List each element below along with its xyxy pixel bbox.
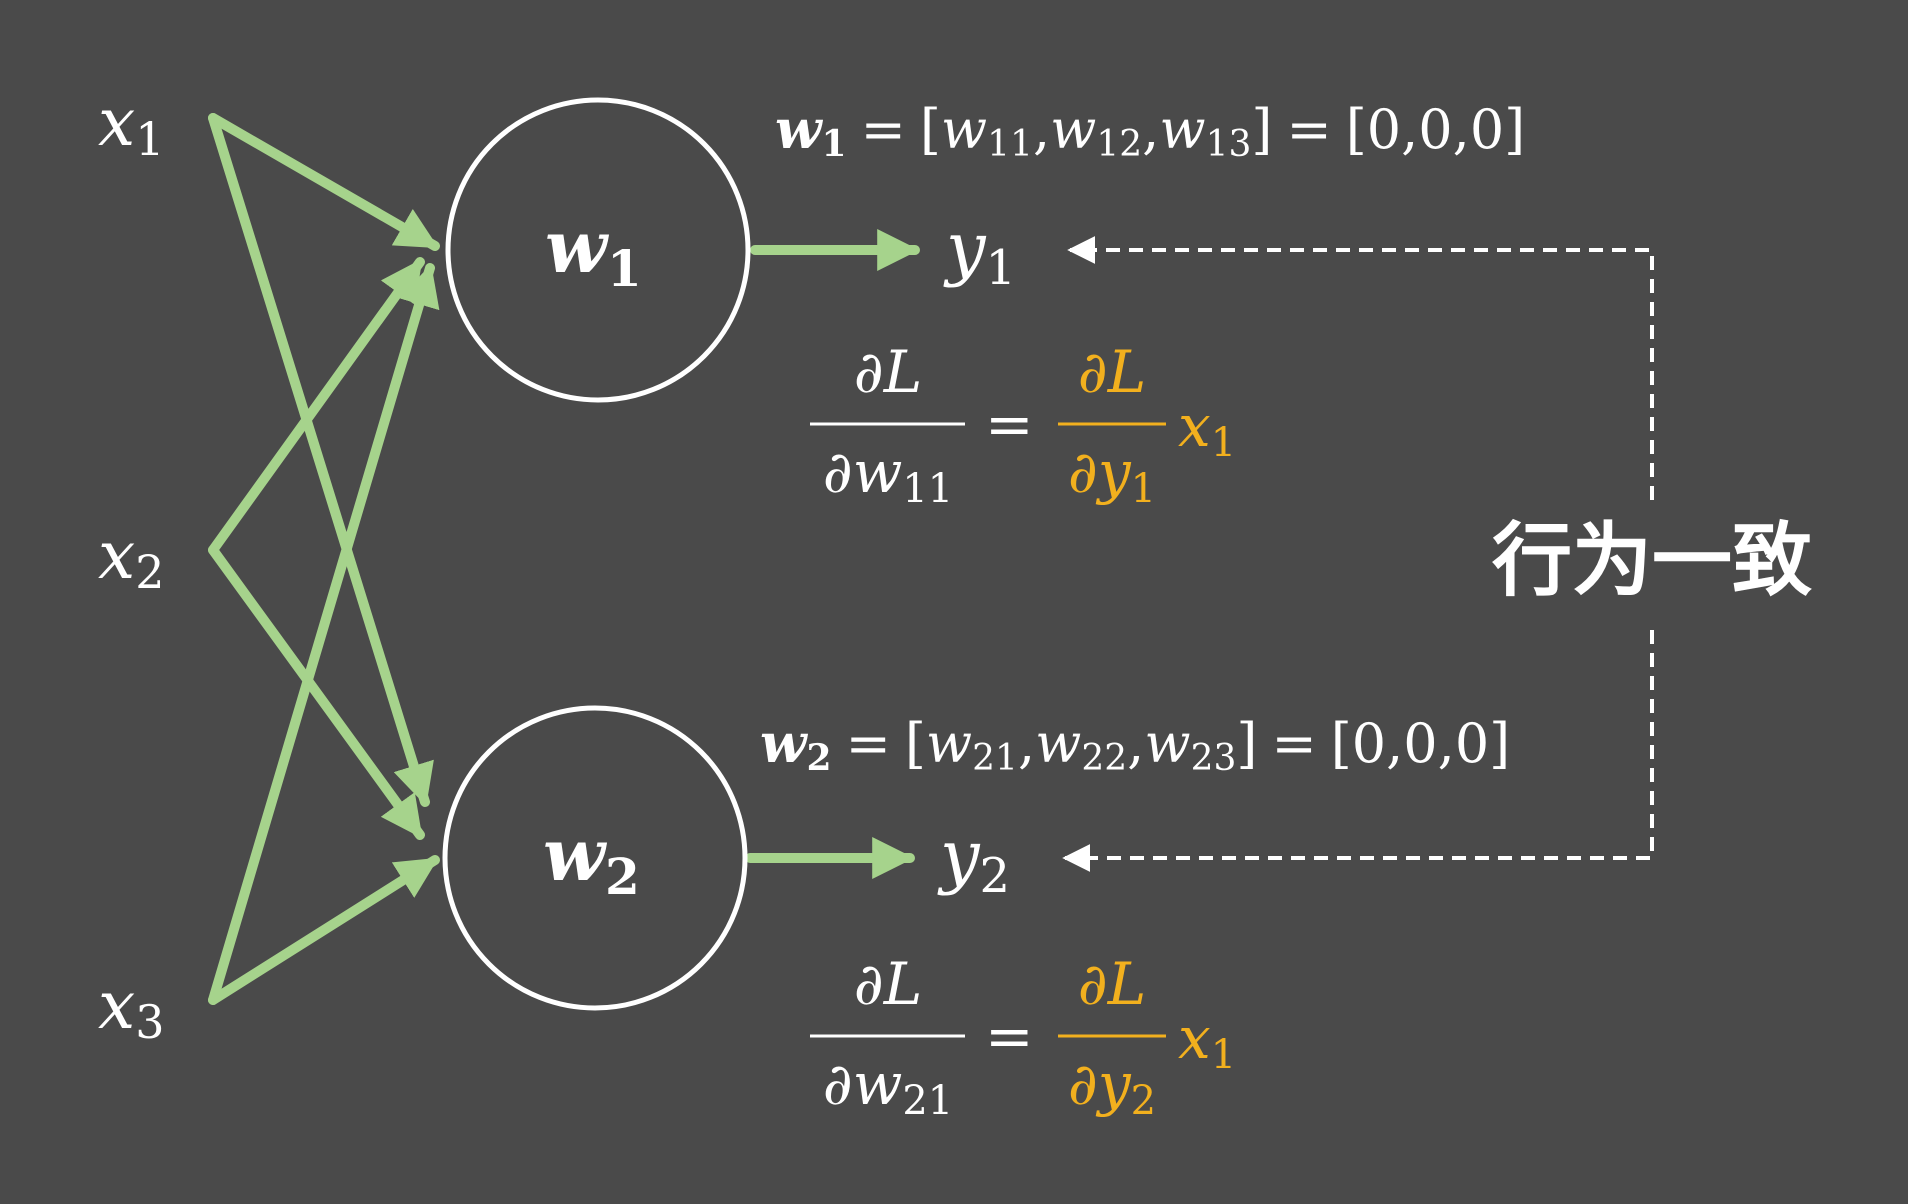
grad1-multiplier: x1 [1178, 392, 1236, 466]
input-x2-label: x2 [98, 517, 165, 599]
grad2-rhs-numerator: ∂L [1078, 950, 1147, 1018]
grad1-denominator: ∂w11 [823, 438, 954, 512]
grad2-rhs-denominator: ∂y2 [1068, 1050, 1156, 1124]
grad1-numerator: ∂L [854, 338, 923, 406]
grad2-numerator: ∂L [854, 950, 923, 1018]
grad2-equals: = [985, 1002, 1034, 1070]
grad2-denominator: ∂w21 [823, 1050, 954, 1124]
dashed-feedback-y2 [1062, 630, 1654, 872]
edge-x1-n1 [208, 113, 440, 251]
consistent-behavior-label: 行为一致 [1492, 514, 1812, 607]
edge-x2-n1 [208, 257, 425, 555]
neuron-2-label: w2 [543, 812, 640, 906]
grad1-equals: = [985, 390, 1034, 458]
grad1-rhs-numerator: ∂L [1078, 338, 1147, 406]
weight-vector-eq-1: w1 = [w11,w12,w13] = [0,0,0] [775, 97, 1525, 165]
output-y1-label: y1 [943, 207, 1016, 296]
input-x3-label: x3 [98, 967, 165, 1049]
gradient-eq-2: ∂L ∂w21 = ∂L ∂y2 x1 [810, 950, 1236, 1124]
edge-x3-n2 [208, 855, 440, 1005]
input-x1-label: x1 [98, 84, 165, 166]
dashed-feedback-y1 [1067, 236, 1654, 500]
edge-x2-n2 [208, 545, 425, 840]
neuron-1-label: w1 [545, 204, 642, 298]
weight-vector-eq-2: w2 = [w21,w22,w23] = [0,0,0] [760, 711, 1510, 779]
grad2-multiplier: x1 [1178, 1004, 1236, 1078]
neuron-1-circle [445, 97, 751, 403]
edge-x1-n2 [208, 113, 434, 807]
neuron-2-circle [442, 705, 748, 1011]
gradient-eq-1: ∂L ∂w11 = ∂L ∂y1 x1 [810, 338, 1236, 512]
output-y2-label: y2 [937, 815, 1010, 904]
grad1-rhs-denominator: ∂y1 [1068, 438, 1156, 512]
edge-x3-n1 [208, 263, 440, 1005]
